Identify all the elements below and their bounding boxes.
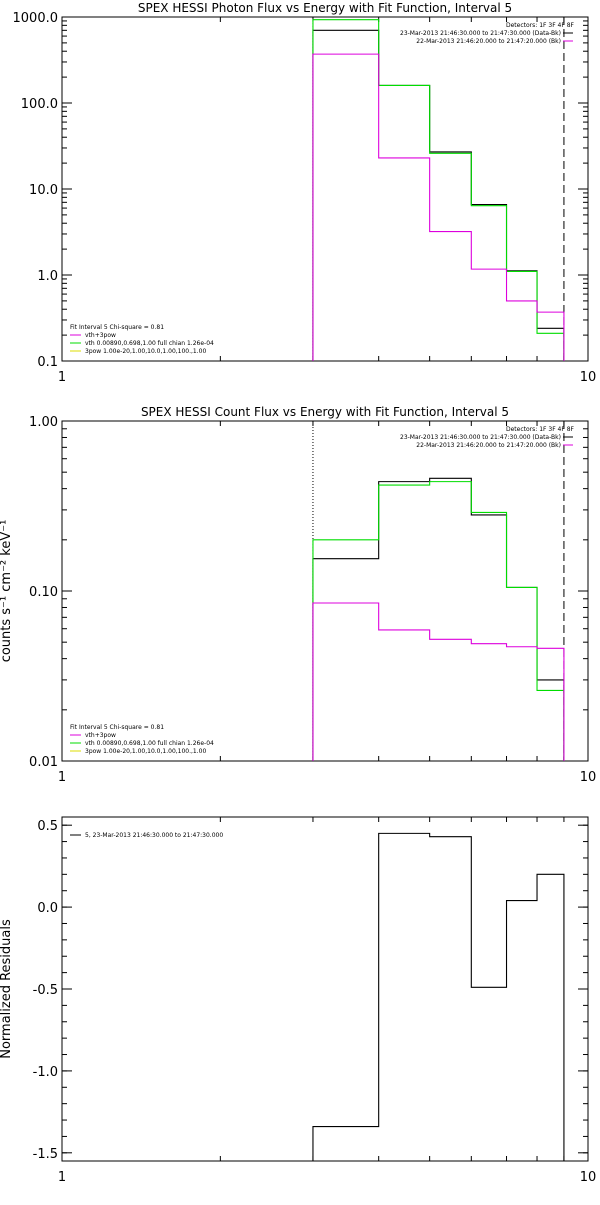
legend-item-label: vth 0.00890,0.698,1.00 full chian 1.26e-… xyxy=(85,740,214,747)
y-tick-label: 0.01 xyxy=(29,755,58,770)
x-tick-label: 1 xyxy=(58,770,66,785)
legend-header: Fit Interval 5 Chi-square = 0.81 xyxy=(70,324,164,331)
legend-item-label: 22-Mar-2013 21:46:20.000 to 21:47:20.000… xyxy=(416,38,561,45)
y-tick-label: 1.00 xyxy=(29,415,58,430)
plot-frame xyxy=(61,16,589,362)
plot-frame xyxy=(61,420,589,762)
y-tick-label: 10.0 xyxy=(29,183,58,198)
y-tick-label: -1.0 xyxy=(33,1065,58,1080)
chart-title: SPEX HESSI Photon Flux vs Energy with Fi… xyxy=(138,1,512,15)
y-tick-label: 0.1 xyxy=(37,355,58,370)
legend-header: Detectors: 1F 3F 4F 8F xyxy=(506,426,575,433)
legend-item-label: vth+3pow xyxy=(85,732,116,739)
legend-item-label: 23-Mar-2013 21:46:30.000 to 21:47:30.000… xyxy=(400,30,561,37)
panel-residuals: Normalized Residuals 1 10 -1.5 -1.0 -0.5 0.0 0.… xyxy=(0,816,597,1185)
series-line-0 xyxy=(312,29,565,361)
y-tick-label: 0.0 xyxy=(37,901,58,916)
series-line-2 xyxy=(312,53,565,361)
series-line-2 xyxy=(312,602,565,761)
plot-frame xyxy=(61,816,589,1162)
series-line-1 xyxy=(312,481,565,761)
y-tick-label: -1.5 xyxy=(33,1147,58,1162)
series-line-1 xyxy=(312,19,565,361)
series-line-0 xyxy=(312,832,565,1161)
y-axis-label: counts s⁻¹ cm⁻² keV⁻¹ xyxy=(0,520,14,663)
legend-item-label: 22-Mar-2013 21:46:20.000 to 21:47:20.000… xyxy=(416,442,561,449)
legend-item-label: 3pow 1.00e-20,1.00,10.0,1.00,100.,1.00 xyxy=(85,348,206,355)
y-tick-label: -0.5 xyxy=(33,983,58,998)
legend-item-label: 3pow 1.00e-20,1.00,10.0,1.00,100.,1.00 xyxy=(85,748,206,755)
series-line-0 xyxy=(312,477,565,761)
legend-header: Fit Interval 5 Chi-square = 0.81 xyxy=(70,724,164,731)
x-tick-label: 10 xyxy=(580,370,597,385)
legend-item-label: 23-Mar-2013 21:46:30.000 to 21:47:30.000… xyxy=(400,434,561,441)
y-axis-label: Normalized Residuals xyxy=(0,919,14,1059)
y-tick-label: 1000.0 xyxy=(13,11,59,26)
legend-item-label: vth+3pow xyxy=(85,332,116,339)
panel-photon: SPEX HESSI Photon Flux vs Energy with Fi… xyxy=(13,1,597,385)
legend-header: Detectors: 1F 3F 4F 8F xyxy=(506,22,575,29)
x-tick-label: 10 xyxy=(580,1170,597,1185)
y-tick-label: 1.0 xyxy=(37,269,58,284)
y-tick-label: 0.5 xyxy=(37,819,58,834)
chart-title: SPEX HESSI Count Flux vs Energy with Fit… xyxy=(141,405,509,419)
x-tick-label: 1 xyxy=(58,1170,66,1185)
x-tick-label: 10 xyxy=(580,770,597,785)
legend-item-label: 5, 23-Mar-2013 21:46:30.000 to 21:47:30.… xyxy=(85,832,223,839)
panel-count: SPEX HESSI Count Flux vs Energy with Fit… xyxy=(0,405,596,785)
legend-item-label: vth 0.00890,0.698,1.00 full chian 1.26e-… xyxy=(85,340,214,347)
y-tick-label: 0.10 xyxy=(29,585,58,600)
y-tick-label: 100.0 xyxy=(21,97,58,112)
x-tick-label: 1 xyxy=(58,370,66,385)
